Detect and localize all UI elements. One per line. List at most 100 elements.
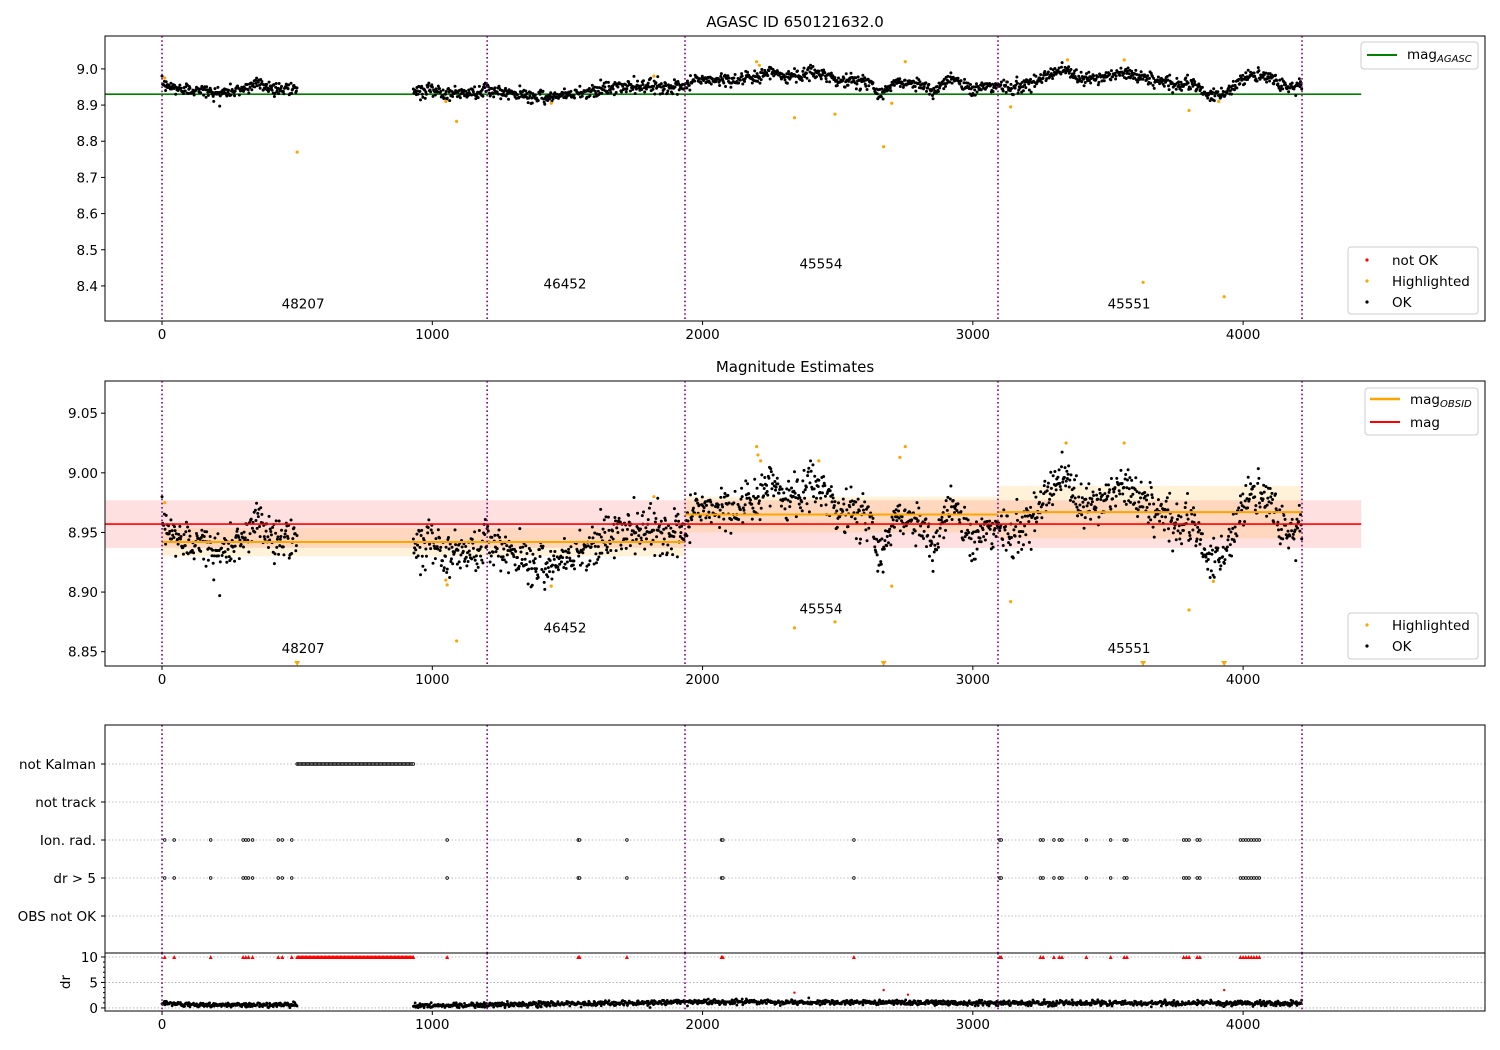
y-tick-label: 9.0 <box>77 62 98 78</box>
ok-point <box>936 542 940 546</box>
ok-point <box>607 528 611 532</box>
ok-point <box>419 98 423 102</box>
ok-point <box>945 508 949 512</box>
ok-point <box>1198 542 1202 546</box>
ok-point <box>738 78 742 82</box>
ok-point <box>1279 527 1283 531</box>
ok-point <box>705 503 709 507</box>
flag-ion-rad-marker <box>1195 838 1199 842</box>
flag-dr-marker <box>1052 876 1056 880</box>
ok-point <box>1169 519 1173 523</box>
ok-point <box>824 503 828 507</box>
flag-ion-rad-marker <box>246 838 251 842</box>
ok-point <box>729 85 733 89</box>
ok-point <box>275 90 279 94</box>
ok-point <box>859 87 863 91</box>
ok-point <box>294 549 298 553</box>
ok-point <box>451 95 455 99</box>
ok-point <box>1111 497 1115 501</box>
ok-point <box>1239 501 1243 505</box>
ok-point <box>659 82 663 86</box>
ok-point <box>1092 74 1096 78</box>
ok-point <box>993 527 997 531</box>
ok-point <box>1300 537 1304 541</box>
ok-point <box>1010 87 1014 91</box>
ok-point <box>861 73 865 77</box>
ok-point <box>1218 567 1222 571</box>
ok-point <box>1216 546 1220 550</box>
ok-point <box>526 101 530 105</box>
ok-point <box>1297 82 1301 86</box>
ok-point <box>1084 497 1088 501</box>
ok-point <box>273 91 277 95</box>
flag-ion-rad-marker <box>1252 838 1256 842</box>
flag-dr-marker <box>280 876 284 880</box>
ok-point <box>809 63 813 67</box>
ok-point <box>577 551 581 555</box>
ok-point <box>443 554 447 558</box>
ok-point <box>1297 503 1301 507</box>
ok-point <box>999 83 1003 87</box>
ok-point <box>1024 533 1028 537</box>
ok-point <box>1281 87 1285 91</box>
ok-point <box>227 555 231 559</box>
ok-point <box>936 89 940 93</box>
ok-point <box>256 511 260 515</box>
ok-point <box>1211 573 1215 577</box>
ok-point <box>609 548 613 552</box>
ok-point <box>1210 552 1214 556</box>
ok-point <box>1104 71 1108 75</box>
ok-point <box>1026 514 1030 518</box>
ok-point <box>569 89 573 93</box>
ok-point <box>561 556 565 560</box>
ok-point <box>1255 79 1259 83</box>
ok-point <box>616 531 620 535</box>
ok-point <box>558 562 562 566</box>
ok-point <box>1098 491 1102 495</box>
ok-point <box>926 525 930 529</box>
ok-point <box>1084 486 1088 490</box>
obsid-label: 45551 <box>1108 297 1151 313</box>
ok-point <box>663 516 667 520</box>
ok-point <box>1252 484 1256 488</box>
highlighted-point <box>163 501 167 505</box>
ok-point <box>1102 79 1106 83</box>
ok-point <box>229 93 233 97</box>
ok-point <box>260 80 264 84</box>
ok-point <box>250 88 254 92</box>
ok-point <box>562 536 566 540</box>
ok-point <box>849 485 853 489</box>
ok-point <box>1258 77 1262 81</box>
ok-point <box>1040 516 1044 520</box>
ok-point <box>563 562 567 566</box>
ok-point <box>506 548 510 552</box>
ok-point <box>1279 84 1283 88</box>
ok-point <box>632 496 636 500</box>
ok-point <box>710 77 714 81</box>
ok-point <box>1294 94 1298 98</box>
legend-marker <box>1365 300 1369 304</box>
highlighted-point <box>903 60 907 64</box>
ok-point <box>740 72 744 76</box>
ok-point <box>718 526 722 530</box>
ok-point <box>600 551 604 555</box>
ok-point <box>1240 508 1244 512</box>
ok-point <box>226 547 230 551</box>
ok-point <box>529 549 533 553</box>
ok-point <box>550 577 554 581</box>
ok-point <box>949 484 953 488</box>
ok-point <box>420 84 424 88</box>
ok-point <box>421 564 425 568</box>
ok-point <box>524 544 528 548</box>
ok-point <box>526 582 530 586</box>
ok-point <box>805 76 809 80</box>
ok-point <box>1227 534 1231 538</box>
ok-point <box>1230 92 1234 96</box>
ok-point <box>1060 61 1064 65</box>
ok-point <box>1218 93 1222 97</box>
ok-point <box>495 547 499 551</box>
ok-point <box>926 86 930 90</box>
ok-point <box>800 76 804 80</box>
ok-point <box>1148 480 1152 484</box>
ok-point <box>1153 515 1157 519</box>
